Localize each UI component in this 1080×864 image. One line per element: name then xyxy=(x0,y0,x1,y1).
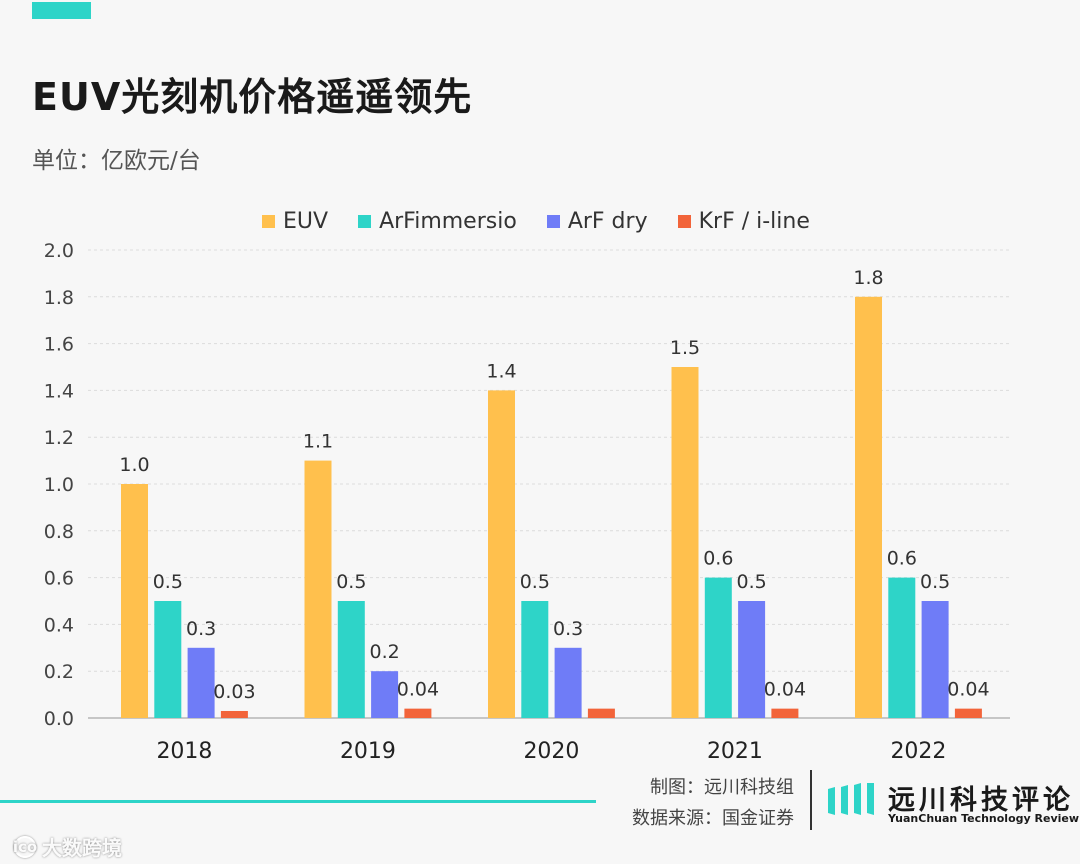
y-tick-label: 0.6 xyxy=(44,568,74,590)
x-tick-label: 2021 xyxy=(707,739,763,764)
watermark-logo-icon: ico xyxy=(12,835,38,858)
legend-item-euv: EUV xyxy=(262,209,328,234)
bar-2020-1 xyxy=(521,601,549,718)
y-tick-label: 2.0 xyxy=(44,240,74,262)
x-tick-label: 2020 xyxy=(523,739,579,764)
data-label: 0.04 xyxy=(397,679,439,701)
bar-2020-2 xyxy=(554,647,582,718)
legend-label-arf-dry: ArF dry xyxy=(567,209,648,234)
bar-2020-3 xyxy=(587,708,615,718)
bar-2022-2 xyxy=(921,601,949,718)
data-label: 1.8 xyxy=(853,267,883,289)
y-tick-label: 1.0 xyxy=(44,474,74,496)
bar-2019-0 xyxy=(304,460,332,718)
accent-tab xyxy=(32,2,91,19)
legend-label-arf-immersion: ArFimmersio xyxy=(379,209,517,234)
bar-2022-1 xyxy=(888,577,916,718)
chart-title: EUV光刻机价格遥遥领先 xyxy=(32,75,473,119)
credit-data-source: 数据来源：国金证券 xyxy=(632,808,794,829)
legend-item-arf-immersion: ArFimmersio xyxy=(358,209,517,234)
data-label: 1.1 xyxy=(303,431,333,453)
data-label: 0.2 xyxy=(369,641,399,663)
legend-label-euv: EUV xyxy=(283,209,329,234)
y-tick-label: 0.8 xyxy=(44,521,74,543)
footer-accent-line xyxy=(0,800,596,803)
data-label: 0.03 xyxy=(213,681,255,703)
bar-2022-0 xyxy=(855,296,882,718)
unit-label: 单位：亿欧元/台 xyxy=(32,148,201,174)
bottom-watermark: ico 大数跨境 xyxy=(12,832,122,861)
data-label: 1.4 xyxy=(486,360,516,382)
y-tick-label: 1.4 xyxy=(44,380,74,402)
brand-name: 远川科技评论 xyxy=(888,785,1074,816)
footer-divider xyxy=(810,770,812,830)
bar-2020-0 xyxy=(488,390,515,718)
legend-label-krf-iline: KrF / i-line xyxy=(698,209,810,234)
brand-subtitle: YuanChuan Technology Review xyxy=(888,812,1080,825)
bar-chart: 0.00.20.40.60.81.01.21.41.61.82.01.00.50… xyxy=(44,240,1010,764)
credit-chart-maker: 制图：远川科技组 xyxy=(650,777,794,798)
legend: EUV ArFimmersio ArF dry KrF / i-line xyxy=(262,209,810,234)
legend-swatch-krf-iline xyxy=(677,215,691,228)
legend-item-krf-iline: KrF / i-line xyxy=(677,209,810,234)
data-label: 0.5 xyxy=(336,571,366,593)
bar-2021-0 xyxy=(671,367,699,718)
legend-swatch-euv xyxy=(262,215,275,228)
legend-swatch-arf-dry xyxy=(546,215,560,228)
bar-2019-3 xyxy=(404,708,432,718)
y-tick-label: 0.4 xyxy=(44,614,74,636)
y-tick-label: 0.2 xyxy=(44,661,74,683)
bar-2021-1 xyxy=(704,577,732,718)
y-tick-label: 0.0 xyxy=(44,708,74,730)
y-tick-label: 1.6 xyxy=(44,334,74,356)
data-label: 0.6 xyxy=(887,548,917,570)
y-tick-label: 1.2 xyxy=(44,427,74,449)
data-label: 0.5 xyxy=(920,571,950,593)
data-label: 0.04 xyxy=(947,679,989,701)
x-tick-label: 2019 xyxy=(340,739,396,764)
legend-item-arf-dry: ArF dry xyxy=(546,209,648,234)
bar-2018-3 xyxy=(220,710,248,718)
bar-2018-1 xyxy=(154,601,182,718)
legend-swatch-arf-immersion xyxy=(358,215,372,228)
bar-2019-1 xyxy=(337,601,365,718)
brand-logo-icon xyxy=(828,783,874,815)
data-label: 0.04 xyxy=(764,679,806,701)
bar-2022-3 xyxy=(954,708,982,718)
data-label: 1.5 xyxy=(670,337,700,359)
watermark-text: 大数跨境 xyxy=(42,836,122,860)
data-label: 0.3 xyxy=(553,618,583,640)
data-label: 0.6 xyxy=(703,548,733,570)
bar-2021-2 xyxy=(738,601,766,718)
data-label: 0.3 xyxy=(186,618,216,640)
data-label: 0.5 xyxy=(736,571,766,593)
data-label: 0.5 xyxy=(520,571,550,593)
data-label: 1.0 xyxy=(119,454,149,476)
bar-2018-2 xyxy=(187,647,215,718)
y-tick-label: 1.8 xyxy=(44,287,74,309)
data-label: 0.5 xyxy=(153,571,183,593)
bar-2019-2 xyxy=(371,671,399,718)
bar-2018-0 xyxy=(121,484,148,718)
x-tick-label: 2022 xyxy=(890,739,946,764)
bar-2021-3 xyxy=(771,708,799,718)
x-tick-label: 2018 xyxy=(156,739,212,764)
